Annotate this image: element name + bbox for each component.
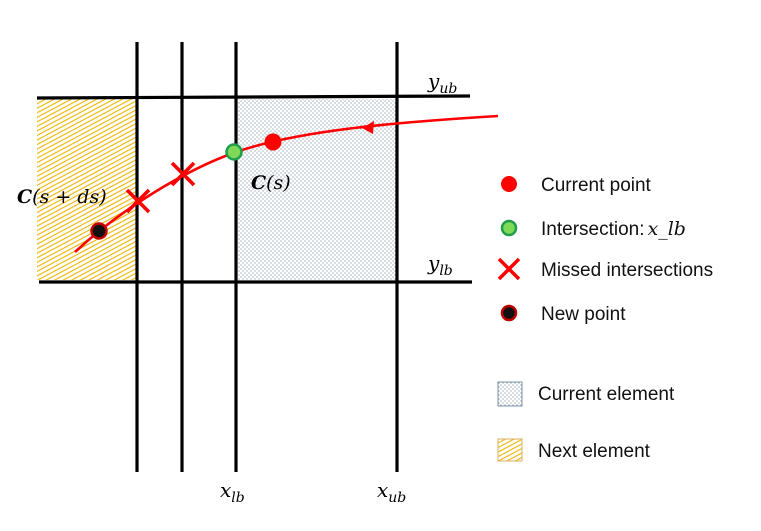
y-ub-line (36, 94, 471, 100)
x-lb-label: xlb (220, 478, 245, 506)
legend-current-point-label: Current point (541, 175, 652, 196)
next-element-region (37, 99, 136, 280)
legend-current-point-icon (501, 176, 517, 192)
c-s-label: C(s) (251, 172, 291, 194)
legend-intersection-icon (500, 219, 518, 237)
legend-current-element-label: Current element (538, 384, 675, 405)
legend-next-element-label: Next element (538, 441, 651, 462)
legend-new-point-label: New point (541, 304, 626, 325)
legend-new-point-icon (500, 304, 518, 322)
y-lb-label: ylb (427, 251, 453, 279)
intersection-marker (225, 143, 243, 161)
y-ub-label: yub (427, 69, 457, 97)
grid-lines (36, 42, 472, 472)
current-point-marker (264, 133, 282, 151)
x-ub-label: xub (377, 478, 406, 506)
legend: Current point Intersection: x_lb Missed i… (497, 175, 713, 462)
legend-missed-label: Missed intersections (541, 260, 713, 281)
missed-intersection-marker (170, 161, 196, 187)
legend-current-element-swatch (497, 381, 523, 407)
legend-intersection-label: Intersection: x_lb (541, 218, 686, 240)
legend-missed-icon (497, 257, 521, 281)
c-s-ds-label: C(s + ds) (17, 186, 107, 208)
direction-arrow-icon (362, 121, 374, 134)
missed-intersection-marker (125, 188, 151, 214)
new-point-marker (90, 222, 108, 240)
legend-next-element-swatch (497, 438, 523, 462)
